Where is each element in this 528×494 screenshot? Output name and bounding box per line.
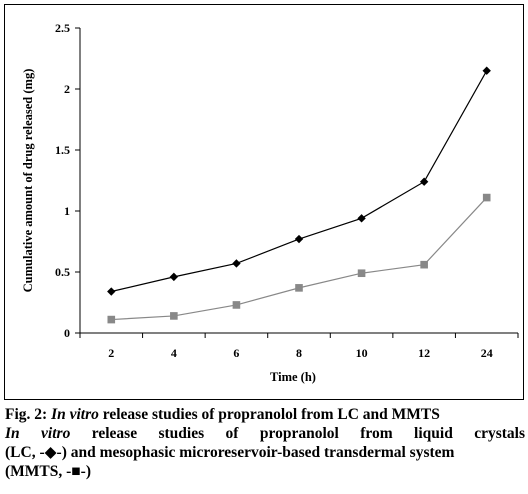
x-tick-label: 2 bbox=[108, 346, 114, 360]
figure-caption: Fig. 2: In vitro release studies of prop… bbox=[5, 405, 525, 481]
caption-desc-line3: (MMTS, -■-) bbox=[5, 462, 525, 481]
diamond-marker bbox=[232, 259, 241, 268]
caption-desc-line2: (LC, -◆-) and mesophasic microreservoir-… bbox=[5, 443, 525, 462]
diamond-marker bbox=[294, 234, 304, 244]
caption-title-rest: release studies of propranolol from LC a… bbox=[102, 406, 440, 423]
x-tick-label: 8 bbox=[296, 346, 302, 360]
y-tick-label: 0 bbox=[64, 326, 70, 340]
caption-desc-line3-a: (MMTS, - bbox=[5, 463, 72, 480]
y-tick-label: 1 bbox=[64, 204, 70, 218]
diamond-marker bbox=[357, 214, 366, 223]
x-axis-title: Time (h) bbox=[270, 370, 316, 384]
diamond-marker bbox=[419, 177, 429, 186]
square-marker bbox=[107, 315, 116, 324]
diamond-marker bbox=[169, 272, 179, 282]
x-tick-label: 10 bbox=[356, 346, 368, 360]
caption-desc-line3-b: -) bbox=[80, 463, 91, 480]
square-marker bbox=[170, 312, 178, 320]
square-marker bbox=[232, 301, 241, 309]
caption-title-italic: In vitro bbox=[51, 406, 99, 423]
diamond-marker bbox=[482, 66, 491, 75]
y-tick-label: 0.5 bbox=[55, 265, 70, 279]
y-tick-label: 2.5 bbox=[55, 21, 70, 35]
caption-desc-line2-b: -) and mesophasic microreservoir-based t… bbox=[56, 444, 455, 461]
square-marker bbox=[295, 284, 303, 292]
square-marker bbox=[420, 260, 428, 269]
square-marker bbox=[357, 269, 366, 278]
caption-desc-line2-a: (LC, - bbox=[5, 444, 45, 461]
caption-desc-line1-rest: release studies of propranolol from liqu… bbox=[91, 425, 526, 442]
caption-desc-italic: In vitro bbox=[5, 425, 71, 442]
x-tick-label: 12 bbox=[418, 346, 430, 360]
caption-title-line: Fig. 2: In vitro release studies of prop… bbox=[5, 405, 525, 424]
x-tick-label: 24 bbox=[481, 346, 493, 360]
y-tick-label: 1.5 bbox=[55, 143, 70, 157]
x-tick-label: 6 bbox=[233, 346, 239, 360]
chart-frame bbox=[4, 4, 524, 400]
square-marker bbox=[482, 193, 491, 202]
caption-fig-label: Fig. 2: bbox=[5, 406, 48, 423]
y-tick-label: 2 bbox=[64, 82, 70, 96]
caption-desc-line1: In vitro release studies of propranolol … bbox=[5, 424, 525, 443]
diamond-marker bbox=[107, 287, 116, 296]
x-tick-label: 4 bbox=[171, 346, 177, 360]
square-symbol-icon: ■ bbox=[71, 463, 81, 480]
series-line-2 bbox=[111, 197, 488, 321]
y-axis-title: Cumulative amount of drug released (mg) bbox=[21, 69, 35, 293]
diamond-symbol-icon: ◆ bbox=[44, 444, 57, 461]
